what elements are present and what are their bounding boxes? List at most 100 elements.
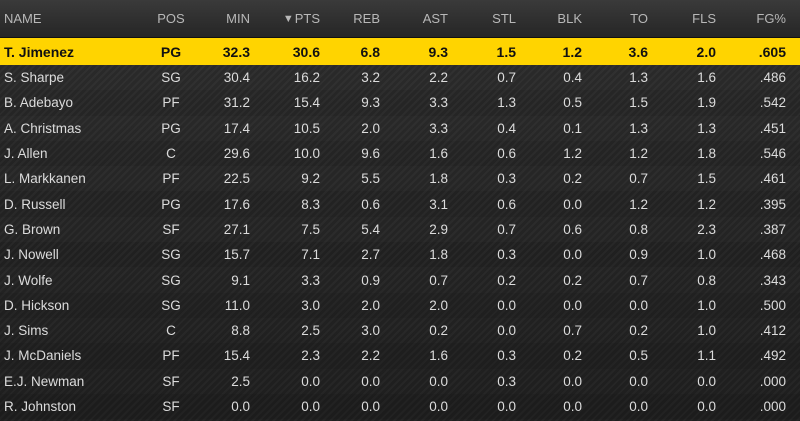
cell-ast: 0.7: [429, 272, 448, 288]
cell-reb: 3.2: [361, 70, 380, 86]
cell-fg: .000: [759, 373, 786, 389]
cell-name: R. Johnston: [4, 399, 77, 414]
table-row[interactable]: J. Nowell SG 15.7 7.1 2.7 1.8 0.3 0.0 0.…: [0, 242, 800, 268]
cell-name: J. Nowell: [4, 247, 59, 263]
column-header-to[interactable]: TO: [600, 0, 648, 37]
cell-min: 17.4: [223, 120, 250, 136]
cell-blk: 0.4: [563, 70, 582, 86]
cell-pos: SF: [162, 221, 180, 237]
cell-stl: 0.0: [497, 297, 516, 313]
cell-fg: .000: [759, 399, 786, 414]
cell-blk: 0.7: [563, 323, 582, 339]
cell-min: 15.4: [223, 348, 250, 364]
sort-descending-icon: ▼: [282, 12, 294, 25]
cell-blk: 0.0: [563, 399, 582, 414]
table-row[interactable]: E.J. Newman SF 2.5 0.0 0.0 0.0 0.3 0.0 0…: [0, 369, 800, 394]
cell-min: 32.3: [222, 43, 250, 60]
cell-name: G. Brown: [4, 221, 61, 237]
cell-fls: 1.1: [697, 348, 716, 364]
cell-pos: SG: [161, 70, 181, 86]
column-header-name[interactable]: NAME: [4, 0, 154, 37]
table-row[interactable]: A. Christmas PG 17.4 10.5 2.0 3.3 0.4 0.…: [0, 116, 800, 141]
column-header-stl[interactable]: STL: [466, 0, 516, 37]
cell-pts: 7.1: [301, 247, 320, 263]
cell-to: 0.2: [629, 323, 648, 339]
cell-blk: 0.5: [563, 95, 582, 111]
cell-blk: 0.2: [563, 171, 582, 187]
cell-min: 2.5: [231, 373, 250, 389]
cell-pts: 2.3: [301, 348, 320, 364]
column-header-min-label: MIN: [226, 11, 250, 26]
cell-reb: 0.0: [361, 399, 380, 414]
column-header-reb[interactable]: REB: [330, 0, 380, 37]
cell-name: L. Markkanen: [4, 171, 86, 187]
cell-fg: .468: [759, 247, 786, 263]
cell-fg: .486: [759, 70, 786, 86]
cell-to: 0.7: [629, 272, 648, 288]
cell-min: 8.8: [231, 323, 250, 339]
cell-fls: 1.5: [697, 171, 716, 187]
cell-blk: 0.1: [563, 120, 582, 136]
cell-stl: 0.4: [497, 120, 516, 136]
cell-fls: 1.6: [697, 70, 716, 86]
cell-fg: .542: [759, 95, 786, 111]
cell-reb: 6.8: [360, 43, 380, 60]
cell-min: 31.2: [223, 95, 250, 111]
table-row[interactable]: L. Markkanen PF 22.5 9.2 5.5 1.8 0.3 0.2…: [0, 166, 800, 191]
column-header-blk[interactable]: BLK: [532, 0, 582, 37]
table-row[interactable]: B. Adebayo PF 31.2 15.4 9.3 3.3 1.3 0.5 …: [0, 90, 800, 116]
cell-pos: SF: [162, 399, 180, 414]
column-header-to-label: TO: [630, 11, 648, 26]
cell-ast: 1.6: [429, 348, 448, 364]
cell-ast: 9.3: [428, 43, 448, 60]
cell-stl: 0.3: [497, 348, 516, 364]
cell-name: D. Hickson: [4, 297, 70, 313]
column-header-fls[interactable]: FLS: [668, 0, 716, 37]
cell-fls: 1.2: [697, 196, 716, 212]
cell-pts: 10.5: [293, 120, 320, 136]
column-header-min[interactable]: MIN: [204, 0, 250, 37]
column-header-fg[interactable]: FG%: [734, 0, 786, 37]
cell-to: 0.5: [629, 348, 648, 364]
table-row[interactable]: S. Sharpe SG 30.4 16.2 3.2 2.2 0.7 0.4 1…: [0, 65, 800, 90]
cell-name: E.J. Newman: [4, 373, 85, 389]
cell-ast: 1.6: [429, 146, 448, 162]
column-header-fls-label: FLS: [692, 11, 716, 26]
cell-min: 9.1: [231, 272, 250, 288]
cell-to: 3.6: [628, 43, 648, 60]
table-row[interactable]: D. Hickson SG 11.0 3.0 2.0 2.0 0.0 0.0 0…: [0, 292, 800, 318]
cell-to: 1.3: [629, 120, 648, 136]
column-header-stl-label: STL: [492, 11, 516, 26]
table-row[interactable]: G. Brown SF 27.1 7.5 5.4 2.9 0.7 0.6 0.8…: [0, 217, 800, 242]
table-row[interactable]: J. Allen C 29.6 10.0 9.6 1.6 0.6 1.2 1.2…: [0, 140, 800, 167]
cell-to: 0.9: [629, 247, 648, 263]
cell-min: 30.4: [223, 70, 250, 86]
cell-stl: 1.3: [497, 95, 516, 111]
column-header-name-label: NAME: [4, 11, 42, 26]
cell-to: 1.5: [629, 95, 648, 111]
cell-pos: PF: [162, 95, 180, 111]
table-row[interactable]: J. McDaniels PF 15.4 2.3 2.2 1.6 0.3 0.2…: [0, 343, 800, 369]
cell-pos: PG: [161, 120, 181, 136]
cell-to: 0.8: [629, 221, 648, 237]
cell-fls: 0.0: [697, 373, 716, 389]
table-row[interactable]: J. Sims C 8.8 2.5 3.0 0.2 0.0 0.7 0.2 1.…: [0, 318, 800, 343]
column-header-pts[interactable]: ▼ PTS: [270, 0, 320, 37]
cell-fg: .343: [759, 272, 786, 288]
cell-stl: 0.6: [497, 146, 516, 162]
cell-name: J. Wolfe: [4, 272, 53, 288]
table-row-highlighted[interactable]: T. Jimenez PG 32.3 30.6 6.8 9.3 1.5 1.2 …: [0, 38, 800, 65]
cell-stl: 0.6: [497, 196, 516, 212]
column-header-ast[interactable]: AST: [398, 0, 448, 37]
table-row[interactable]: D. Russell PG 17.6 8.3 0.6 3.1 0.6 0.0 1…: [0, 191, 800, 217]
column-header-blk-label: BLK: [557, 11, 582, 26]
table-header: NAME POS MIN ▼ PTS REB AST STL BLK TO FLS…: [0, 0, 800, 38]
table-row[interactable]: J. Wolfe SG 9.1 3.3 0.9 0.7 0.2 0.2 0.7 …: [0, 267, 800, 292]
cell-fls: 1.0: [697, 247, 716, 263]
table-row[interactable]: R. Johnston SF 0.0 0.0 0.0 0.0 0.0 0.0 0…: [0, 393, 800, 420]
cell-blk: 0.2: [563, 348, 582, 364]
column-header-pos[interactable]: POS: [150, 0, 192, 37]
cell-to: 1.3: [629, 70, 648, 86]
cell-ast: 3.1: [429, 196, 448, 212]
cell-ast: 0.0: [429, 399, 448, 414]
